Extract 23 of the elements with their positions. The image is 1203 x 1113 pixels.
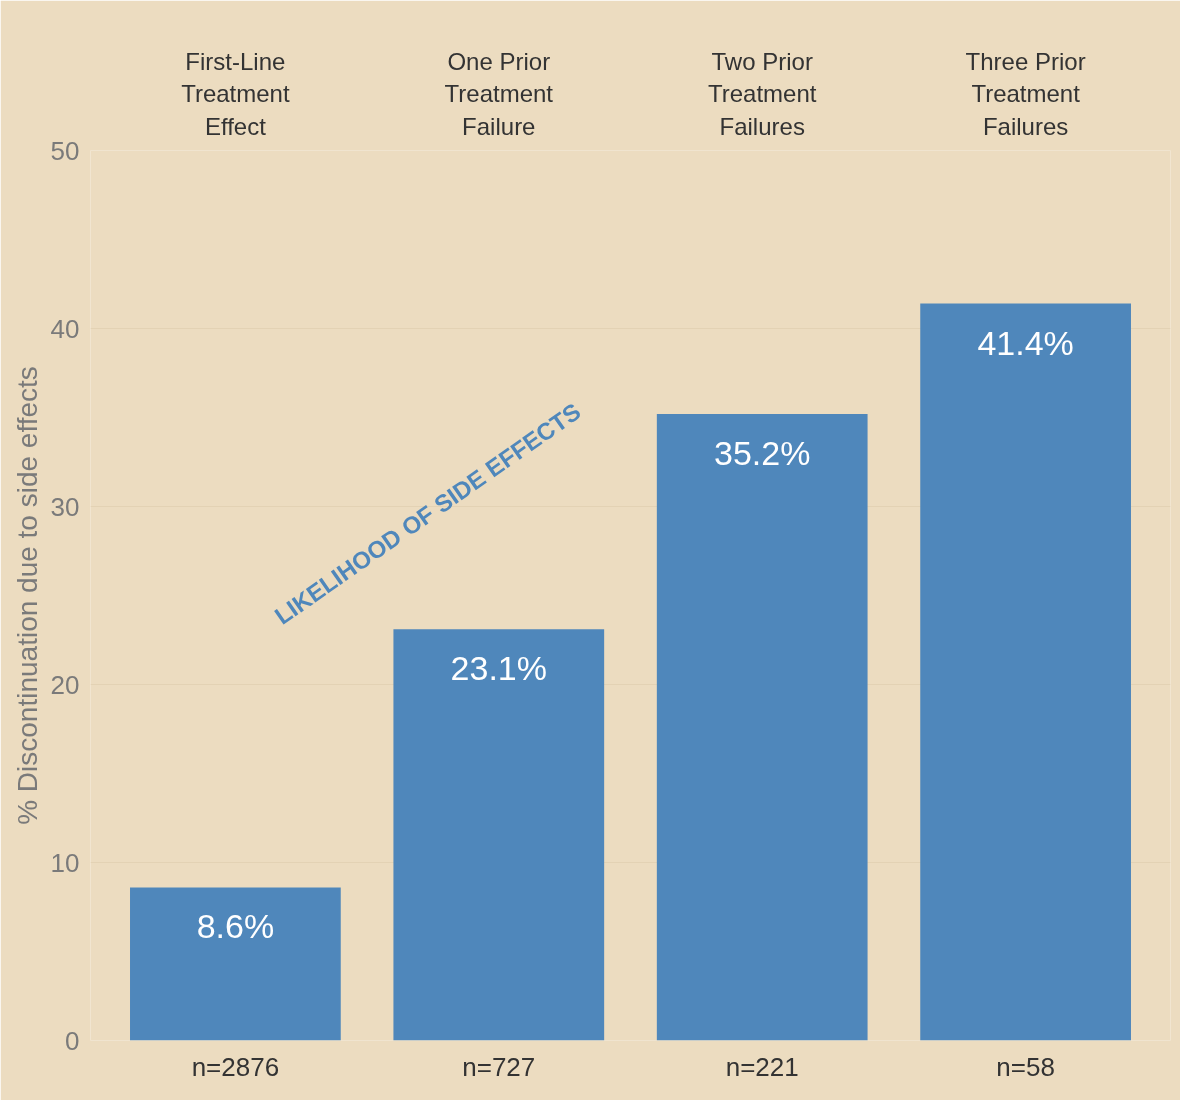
x-tick-label: Two Prior Treatment Failures [707, 47, 817, 140]
y-tick-label: 10 [50, 847, 80, 878]
data-label: 23.1% [450, 649, 547, 688]
bar [920, 303, 1131, 1041]
y-tick-label: 50 [50, 135, 80, 166]
text: n=727 [462, 1051, 536, 1082]
y-axis-title: % Discontinuation due to side effects [11, 366, 43, 825]
x-tick-label: Three Prior Treatment Failures [965, 47, 1086, 140]
text: n=2876 [191, 1051, 280, 1082]
y-tick-label: 20 [50, 669, 80, 700]
bar [130, 887, 341, 1041]
x-tick-label: One Prior Treatment Failure [444, 47, 554, 140]
y-tick-label: 40 [50, 313, 80, 344]
text: n=58 [996, 1051, 1055, 1082]
data-label: 41.4% [977, 323, 1074, 362]
bar [393, 629, 605, 1041]
x-tick-label: First-Line Treatment Effect [181, 47, 290, 140]
text: n=221 [725, 1051, 799, 1082]
y-tick-label: 0 [65, 1025, 80, 1056]
data-label: 8.6% [196, 907, 275, 946]
y-tick-label: 30 [50, 491, 80, 522]
bar [656, 413, 868, 1041]
data-label: 35.2% [714, 433, 811, 472]
